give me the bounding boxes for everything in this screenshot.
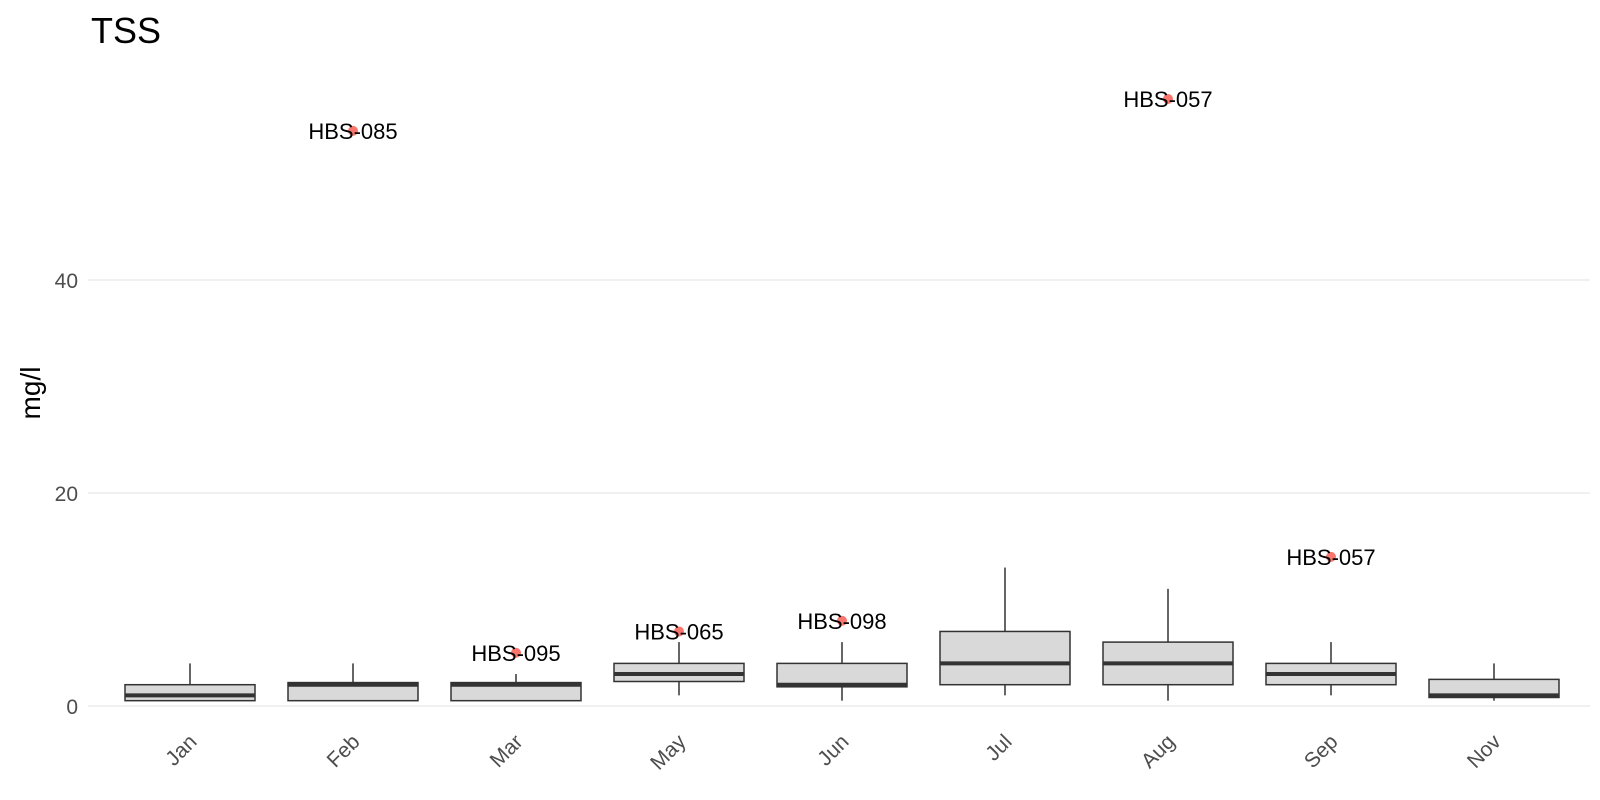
outlier-point — [1326, 551, 1336, 562]
outlier-sep: HBS-057 — [1286, 545, 1375, 570]
box-may — [613, 642, 745, 696]
outlier-jun: HBS-098 — [797, 609, 886, 634]
outlier-label: HBS-065 — [634, 619, 723, 644]
x-tick-label-aug: Aug — [1137, 730, 1180, 773]
outlier-label: HBS-057 — [1123, 87, 1212, 112]
x-tick-label-mar: Mar — [486, 730, 528, 772]
box-iqr — [124, 683, 256, 702]
box-sep — [1265, 642, 1397, 696]
x-axis-ticks: Jan Feb Mar May Jun Jul Aug Sep Nov — [161, 730, 1506, 775]
box-iqr — [1428, 678, 1560, 699]
x-tick-label-jul: Jul — [981, 730, 1016, 765]
outlier-label: HBS-057 — [1286, 545, 1375, 570]
box-iqr — [939, 630, 1071, 686]
chart-title: TSS — [91, 10, 161, 51]
boxes — [124, 567, 1560, 702]
box-jun — [776, 642, 908, 701]
x-tick-label-jun: Jun — [813, 730, 853, 770]
outlier-label: HBS-098 — [797, 609, 886, 634]
outlier-point — [1163, 93, 1173, 104]
box-mar — [450, 674, 582, 702]
x-tick-label-sep: Sep — [1300, 730, 1343, 773]
y-axis-label: mg/l — [15, 367, 46, 420]
y-tick-label: 40 — [55, 270, 78, 293]
outlier-point — [348, 125, 358, 136]
x-tick-label-nov: Nov — [1463, 730, 1506, 773]
outlier-aug: HBS-057 — [1123, 87, 1212, 112]
x-tick-label-jan: Jan — [161, 730, 201, 770]
outlier-feb: HBS-085 — [308, 119, 397, 144]
x-tick-label-feb: Feb — [323, 730, 365, 772]
box-jan — [124, 663, 256, 702]
outlier-mar: HBS-095 — [471, 641, 560, 666]
y-tick-label: 0 — [66, 696, 78, 719]
box-aug — [1102, 588, 1234, 701]
gridlines — [88, 279, 1590, 707]
outlier-label: HBS-085 — [308, 119, 397, 144]
outlier-label: HBS-095 — [471, 641, 560, 666]
box-iqr — [450, 681, 582, 702]
outlier-may: HBS-065 — [634, 619, 723, 644]
outlier-point — [511, 647, 521, 658]
outlier-point — [837, 615, 847, 626]
y-tick-label: 20 — [55, 483, 78, 506]
box-iqr — [287, 681, 419, 702]
y-axis-ticks: 0 20 40 — [55, 270, 78, 719]
box-feb — [287, 663, 419, 702]
box-jul — [939, 567, 1071, 696]
outliers: HBS-085 HBS-095 HBS-065 HBS-098 HBS-057 HBS-0… — [308, 87, 1375, 666]
x-tick-label-may: May — [646, 730, 691, 775]
box-nov — [1428, 663, 1560, 701]
outlier-point — [674, 626, 684, 637]
box-iqr — [776, 662, 908, 688]
